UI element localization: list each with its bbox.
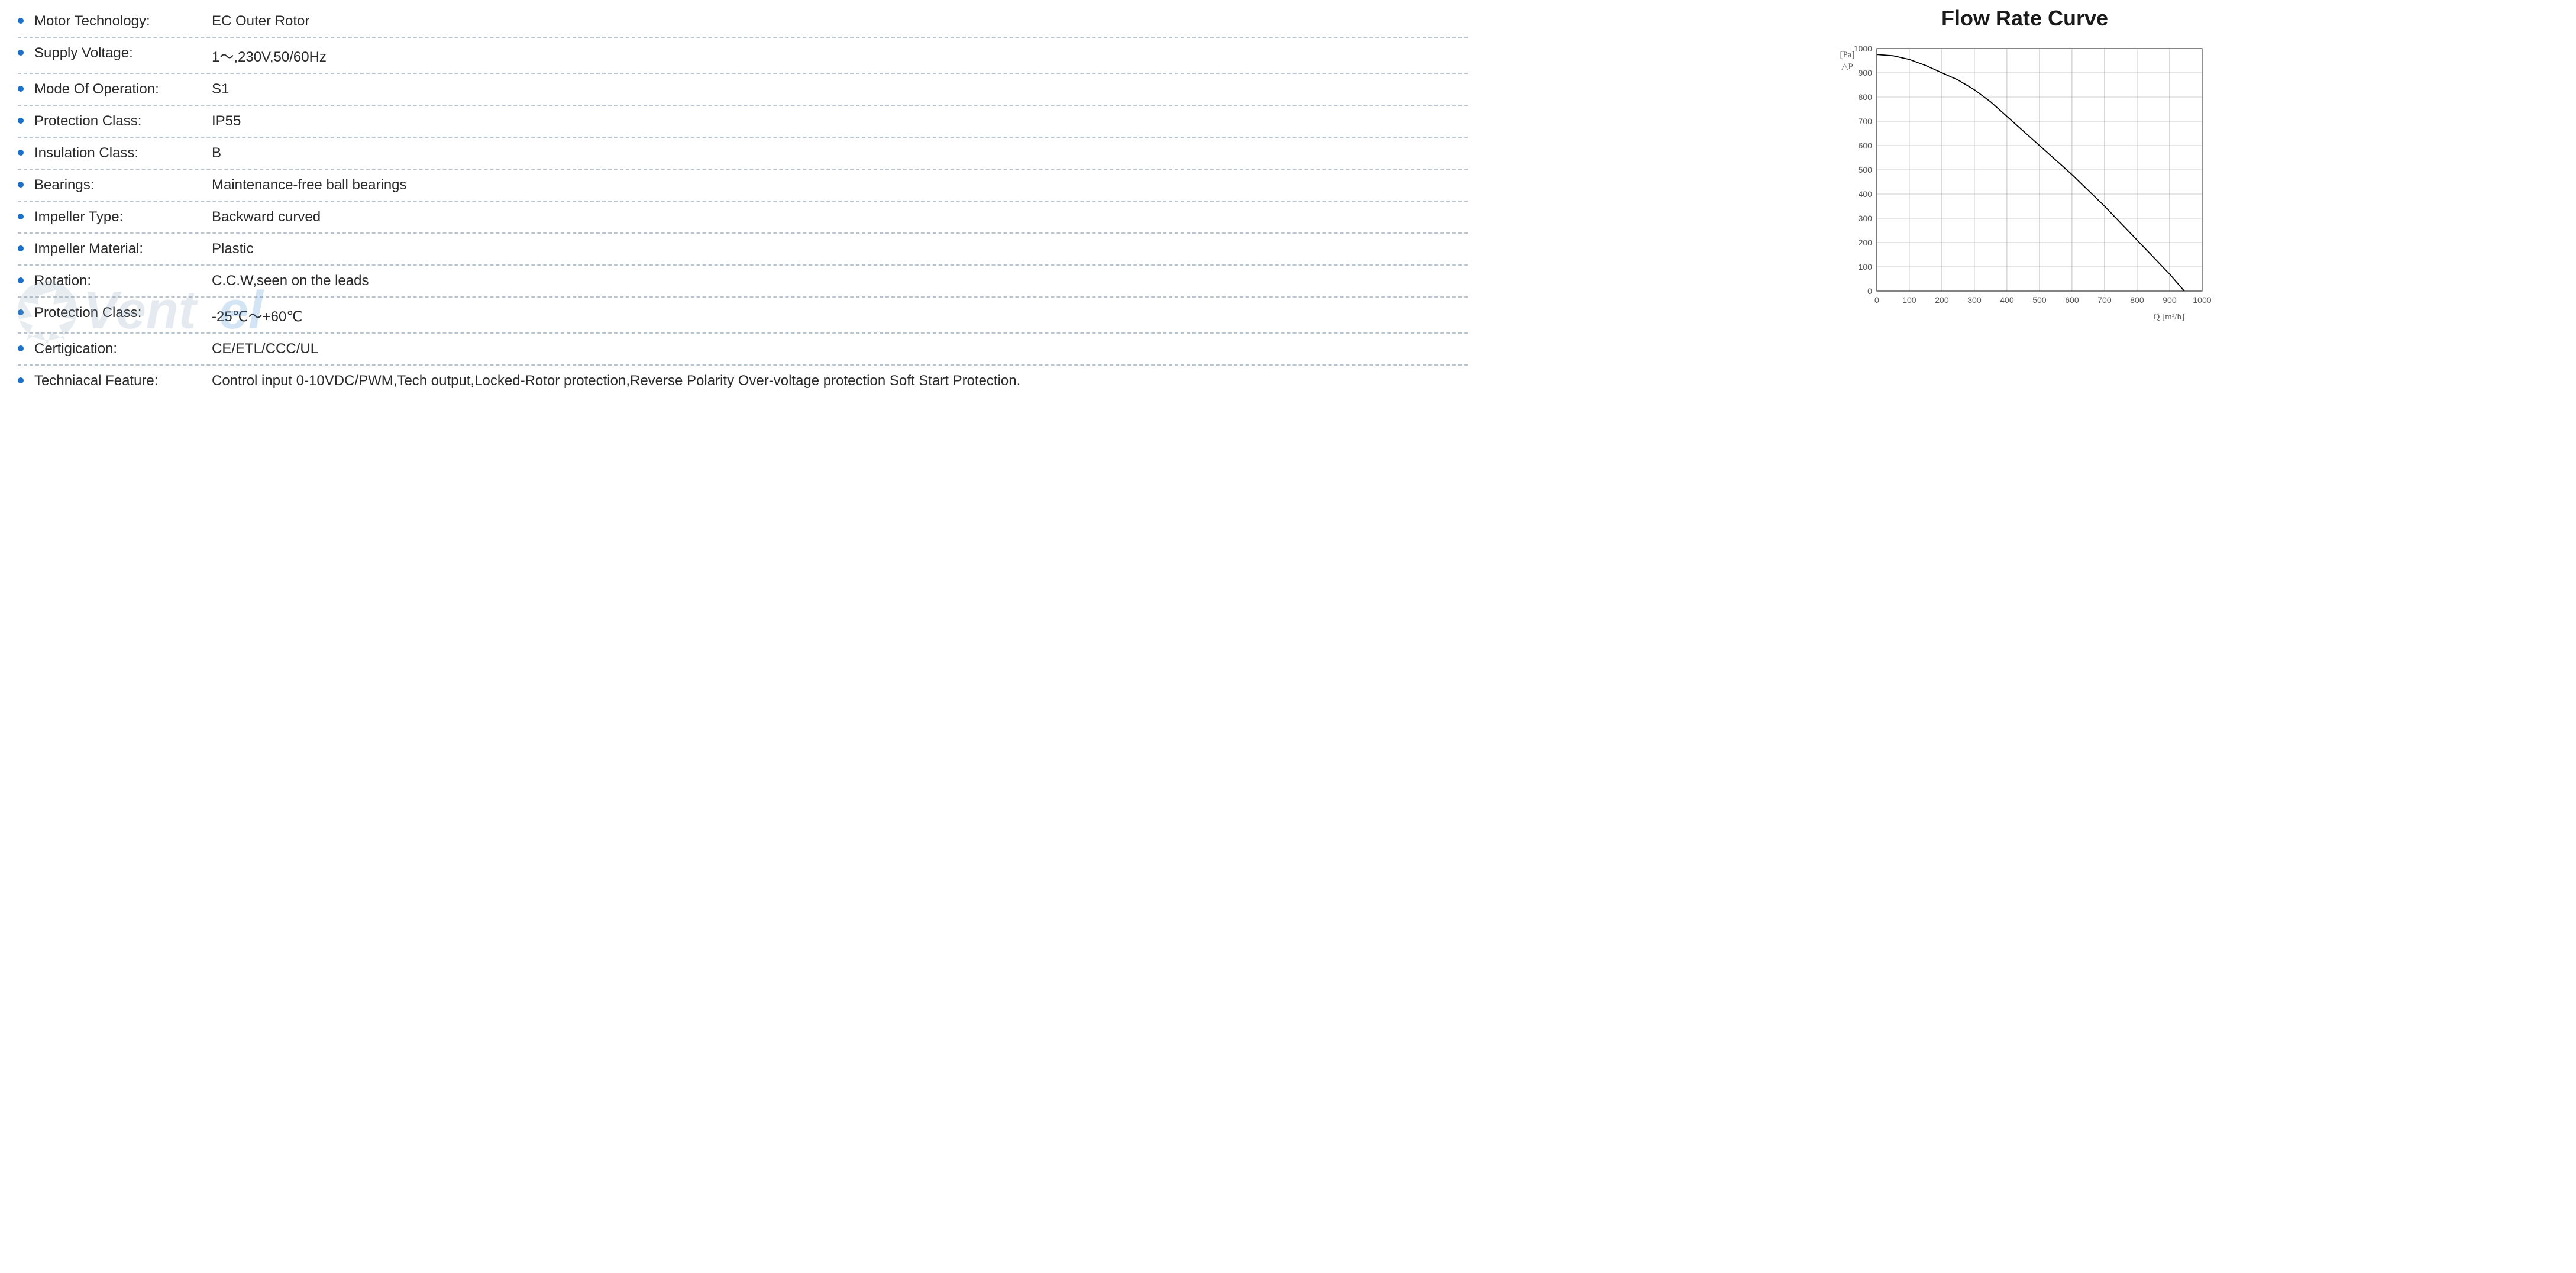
svg-text:100: 100 [1859, 262, 1873, 272]
bullet-icon [18, 18, 24, 24]
spec-row: Mode Of Operation:S1 [18, 74, 1468, 106]
svg-text:700: 700 [2097, 295, 2112, 305]
svg-text:200: 200 [1859, 238, 1873, 247]
spec-row: Rotation:C.C.W,seen on the leads [18, 266, 1468, 298]
spec-label: Mode Of Operation: [34, 81, 212, 98]
spec-label: Protection Class: [34, 305, 212, 321]
chart-panel: Flow Rate Curve 0 100 200 300 400 500 600 700 80… [1491, 6, 2558, 396]
spec-row: Techniacal Feature:Control input 0-10VDC… [18, 366, 1468, 396]
spec-value: Maintenance-free ball bearings [212, 177, 1468, 193]
svg-text:1000: 1000 [2193, 295, 2211, 305]
svg-text:600: 600 [2065, 295, 2079, 305]
svg-text:800: 800 [1859, 92, 1873, 102]
svg-text:800: 800 [2130, 295, 2144, 305]
bullet-icon [18, 182, 24, 188]
page-container: Vent el Motor Technology:EC Outer RotorS… [18, 6, 2558, 396]
flow-rate-chart: 0 100 200 300 400 500 600 700 800 900 1000 0 100 200 3… [1491, 43, 2558, 327]
spec-row: Supply Voltage:1～,230V,50/60Hz [18, 38, 1468, 74]
svg-text:200: 200 [1935, 295, 1949, 305]
spec-value: EC Outer Rotor [212, 13, 1468, 30]
svg-text:600: 600 [1859, 141, 1873, 150]
chart-title: Flow Rate Curve [1491, 6, 2558, 31]
spec-row: Insulation Class:B [18, 138, 1468, 170]
spec-label: Impeller Type: [34, 209, 212, 225]
spec-value: C.C.W,seen on the leads [212, 273, 1468, 289]
spec-label: Certigication: [34, 341, 212, 357]
spec-label: Techniacal Feature: [34, 373, 212, 389]
spec-value: Backward curved [212, 209, 1468, 225]
spec-row: Impeller Type:Backward curved [18, 202, 1468, 234]
bullet-icon [18, 309, 24, 315]
svg-text:700: 700 [1859, 117, 1873, 126]
svg-text:900: 900 [2163, 295, 2177, 305]
svg-text:400: 400 [1859, 189, 1873, 199]
svg-text:Q [m³/h]: Q [m³/h] [2154, 312, 2184, 322]
svg-text:100: 100 [1902, 295, 1916, 305]
spec-value: IP55 [212, 113, 1468, 130]
spec-value: CE/ETL/CCC/UL [212, 341, 1468, 357]
bullet-icon [18, 377, 24, 383]
spec-row: Motor Technology:EC Outer Rotor [18, 6, 1468, 38]
spec-label: Protection Class: [34, 113, 212, 130]
spec-label: Motor Technology: [34, 13, 212, 30]
svg-text:0: 0 [1874, 295, 1879, 305]
svg-text:400: 400 [2000, 295, 2014, 305]
bullet-icon [18, 86, 24, 92]
bullet-icon [18, 150, 24, 156]
spec-list: Vent el Motor Technology:EC Outer RotorS… [18, 6, 1468, 396]
spec-value: Control input 0-10VDC/PWM,Tech output,Lo… [212, 373, 1468, 389]
bullet-icon [18, 118, 24, 124]
spec-label: Supply Voltage: [34, 45, 212, 62]
spec-value: -25℃～+60℃ [212, 305, 1468, 325]
bullet-icon [18, 214, 24, 219]
svg-text:900: 900 [1859, 68, 1873, 77]
spec-row: Bearings:Maintenance-free ball bearings [18, 170, 1468, 202]
svg-text:△P: △P [1841, 62, 1853, 72]
spec-value: 1～,230V,50/60Hz [212, 45, 1468, 66]
svg-text:300: 300 [1967, 295, 1982, 305]
spec-row: Protection Class:-25℃～+60℃ [18, 298, 1468, 334]
spec-row: Protection Class:IP55 [18, 106, 1468, 138]
spec-label: Bearings: [34, 177, 212, 193]
bullet-icon [18, 50, 24, 56]
spec-label: Rotation: [34, 273, 212, 289]
bullet-icon [18, 277, 24, 283]
spec-value: S1 [212, 81, 1468, 98]
svg-text:300: 300 [1859, 214, 1873, 223]
svg-text:0: 0 [1867, 286, 1872, 296]
spec-row: Certigication:CE/ETL/CCC/UL [18, 334, 1468, 366]
svg-text:1000: 1000 [1854, 44, 1872, 53]
spec-value: B [212, 145, 1468, 161]
spec-value: Plastic [212, 241, 1468, 257]
bullet-icon [18, 245, 24, 251]
svg-text:[Pa]: [Pa] [1840, 50, 1855, 60]
spec-label: Impeller Material: [34, 241, 212, 257]
svg-text:500: 500 [1859, 165, 1873, 175]
bullet-icon [18, 345, 24, 351]
spec-row: Impeller Material:Plastic [18, 234, 1468, 266]
svg-text:500: 500 [2032, 295, 2047, 305]
spec-label: Insulation Class: [34, 145, 212, 161]
